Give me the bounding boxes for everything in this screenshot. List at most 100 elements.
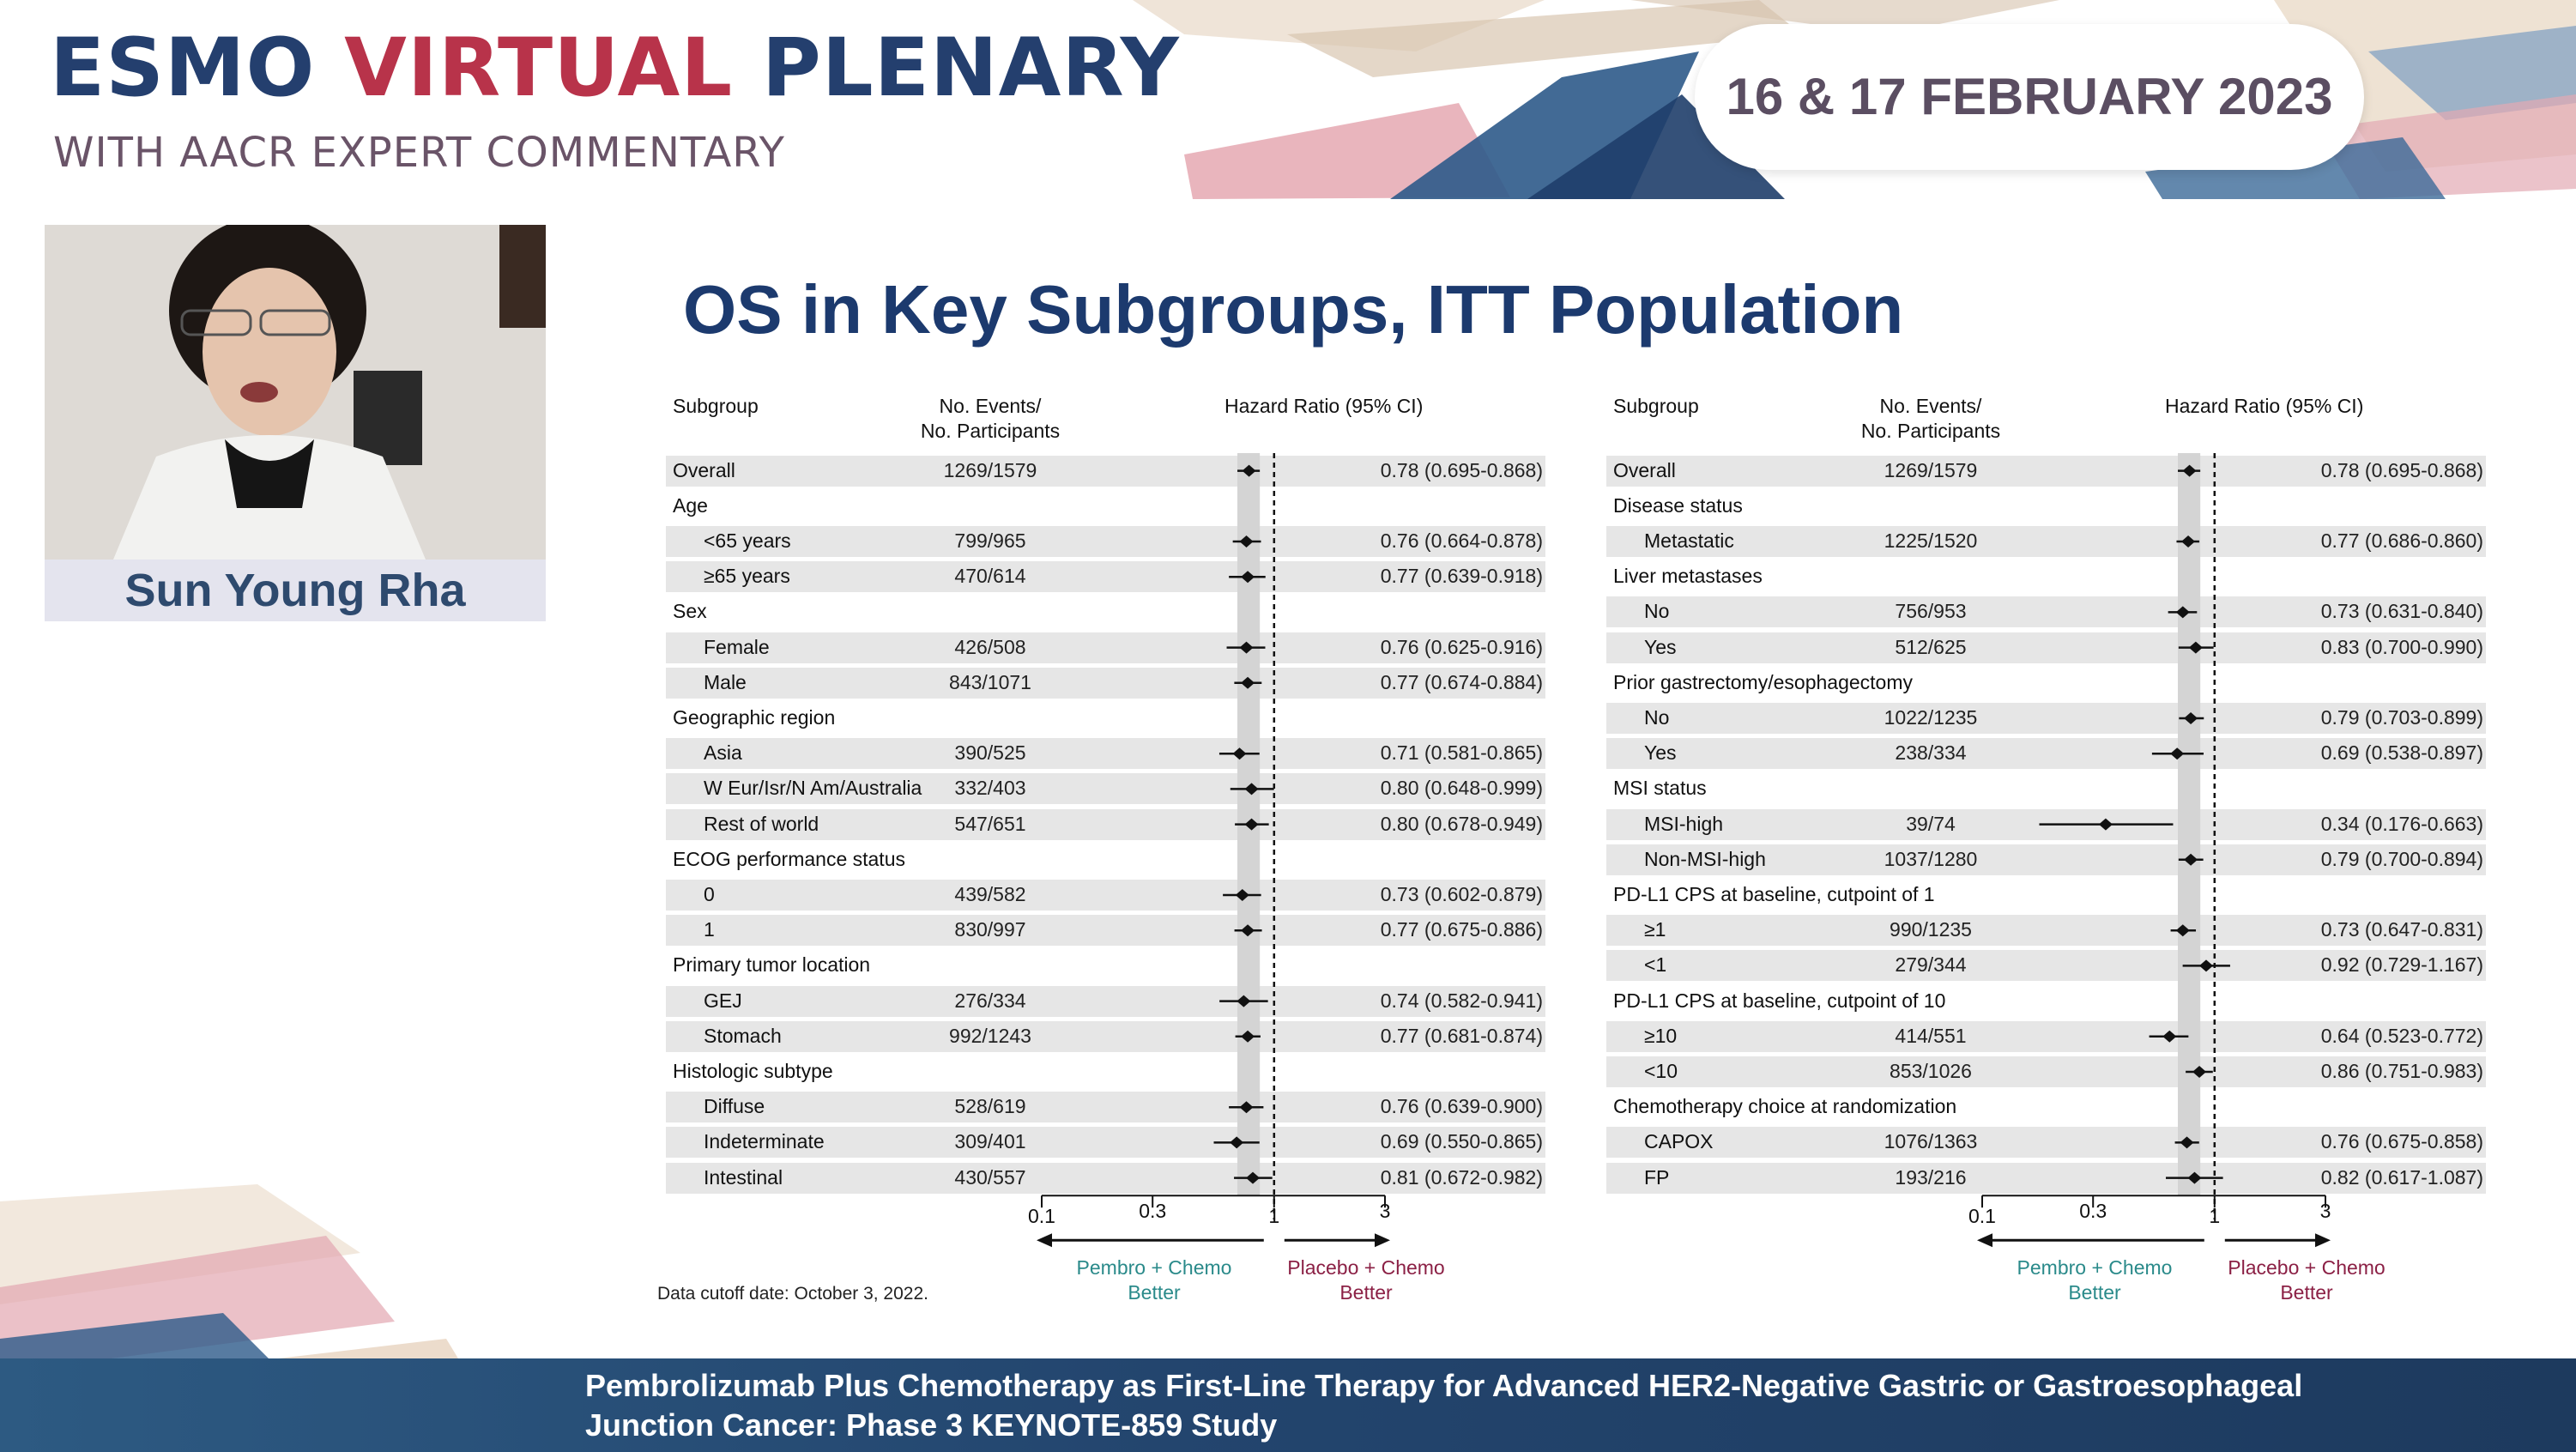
hazard-ratio-cell: 0.92 (0.729-1.167) xyxy=(2320,953,2483,977)
hazard-ratio-point xyxy=(2187,1171,2202,1184)
hazard-ratio-point xyxy=(1241,676,1255,689)
hazard-ratio-point xyxy=(2162,1030,2177,1043)
events-cell: 309/401 xyxy=(954,1130,1026,1153)
subgroup-label: Overall xyxy=(1613,458,1676,481)
hazard-ratio-cell: 0.74 (0.582-0.941) xyxy=(1380,989,1543,1012)
speaker-video xyxy=(45,225,546,560)
hazard-ratio-cell: 0.83 (0.700-0.990) xyxy=(2320,635,2483,658)
right-arrow-head xyxy=(2315,1233,2331,1248)
subgroup-header: Disease status xyxy=(1613,493,1743,517)
hazard-ratio-point xyxy=(1239,1101,1254,1114)
events-cell: 853/1026 xyxy=(1890,1060,1972,1082)
events-cell: 332/403 xyxy=(954,777,1026,800)
row-stripe xyxy=(1606,738,2486,770)
conference-title-part1: ESMO xyxy=(50,21,345,115)
forest-plot-left-svg: 0.1 0.3 1 3 xyxy=(1028,453,1390,1248)
subgroup-header: Primary tumor location xyxy=(673,953,871,977)
right-arrow-label-line1: Placebo + Chemo xyxy=(1287,1256,1445,1279)
hazard-ratio-cell: 0.69 (0.550-0.865) xyxy=(1380,1130,1543,1153)
hazard-ratio-point xyxy=(2175,924,2190,937)
hazard-ratio-cell: 0.77 (0.686-0.860) xyxy=(2320,529,2483,552)
subgroup-label: CAPOX xyxy=(1644,1130,1714,1153)
row-stripe xyxy=(1606,1020,2486,1052)
subgroup-header: PD-L1 CPS at baseline, cutpoint of 1 xyxy=(1613,883,1935,905)
subgroup-label: Stomach xyxy=(704,1024,782,1047)
events-cell: 1269/1579 xyxy=(943,458,1037,481)
row-stripe xyxy=(1606,526,2486,557)
events-cell: 470/614 xyxy=(954,565,1026,588)
row-stripe xyxy=(666,455,1545,487)
hazard-ratio-point xyxy=(1241,924,1255,937)
hazard-ratio-point xyxy=(1241,571,1255,584)
hazard-ratio-point xyxy=(2192,1066,2207,1078)
row-stripe xyxy=(1606,844,2486,875)
speaker-name-bar xyxy=(45,560,546,621)
subgroup-label: Intestinal xyxy=(704,1165,783,1189)
subgroup-header: Prior gastrectomy/esophagectomy xyxy=(1613,670,1913,693)
hazard-ratio-point xyxy=(1239,535,1254,548)
hazard-ratio-point xyxy=(1242,464,1256,477)
column-header-events-line2: No. Participants xyxy=(920,420,1061,442)
subgroup-header: MSI status xyxy=(1613,777,1707,800)
hazard-ratio-point xyxy=(2182,464,2197,477)
speaker-name: Sun Young Rha xyxy=(124,565,466,616)
row-stripe xyxy=(1606,596,2486,628)
column-header-events-line1: No. Events/ xyxy=(939,395,1042,417)
hazard-ratio-point xyxy=(2180,1136,2194,1149)
subgroup-label: Diffuse xyxy=(704,1095,765,1118)
row-stripe xyxy=(666,1162,1545,1194)
subgroup-label: 1 xyxy=(704,918,715,941)
hazard-ratio-cell: 0.86 (0.751-0.983) xyxy=(2320,1060,2483,1082)
events-cell: 830/997 xyxy=(954,918,1026,941)
forest-plot-right-svg: 0.1 0.3 1 3 xyxy=(1968,453,2331,1248)
hazard-ratio-cell: 0.34 (0.176-0.663) xyxy=(2320,812,2483,835)
subgroup-label: GEJ xyxy=(704,989,742,1012)
row-stripe xyxy=(666,880,1545,911)
hazard-ratio-point xyxy=(2175,606,2190,619)
hazard-ratio-cell: 0.73 (0.602-0.879) xyxy=(1380,883,1543,905)
column-header-events-line1: No. Events/ xyxy=(1879,395,1982,417)
events-cell: 1269/1579 xyxy=(1884,458,1978,481)
date-badge xyxy=(1695,24,2364,170)
events-cell: 799/965 xyxy=(954,529,1026,552)
slide-title: OS in Key Subgroups, ITT Population xyxy=(683,271,1904,348)
hazard-ratio-cell: 0.82 (0.617-1.087) xyxy=(2320,1165,2483,1189)
subgroup-label: ≥1 xyxy=(1644,918,1666,941)
hazard-ratio-cell: 0.77 (0.674-0.884) xyxy=(1380,670,1543,693)
right-arrow-head xyxy=(1375,1233,1390,1248)
subgroup-label: Metastatic xyxy=(1644,529,1734,552)
conference-title-part2: VIRTUAL xyxy=(344,21,734,115)
hazard-ratio-cell: 0.77 (0.681-0.874) xyxy=(1380,1024,1543,1047)
left-arrow-head xyxy=(1977,1233,1992,1248)
events-cell: 430/557 xyxy=(954,1165,1026,1189)
hazard-ratio-point xyxy=(1235,889,1249,901)
hazard-ratio-point xyxy=(2181,535,2196,548)
subgroup-label: ≥65 years xyxy=(704,565,790,588)
events-cell: 990/1235 xyxy=(1890,918,1972,941)
subgroup-label: FP xyxy=(1644,1165,1670,1189)
hazard-ratio-point xyxy=(2188,641,2203,654)
row-stripe xyxy=(666,1127,1545,1159)
hazard-ratio-cell: 0.69 (0.538-0.897) xyxy=(2320,741,2483,765)
hazard-ratio-cell: 0.77 (0.675-0.886) xyxy=(1380,918,1543,941)
row-stripe xyxy=(666,738,1545,770)
hazard-ratio-point xyxy=(1232,747,1247,760)
row-stripe xyxy=(666,561,1545,593)
events-cell: 528/619 xyxy=(954,1095,1026,1118)
events-cell: 1022/1235 xyxy=(1884,706,1978,729)
left-arrow-head xyxy=(1037,1233,1052,1248)
column-header-hazard-ratio: Hazard Ratio (95% CI) xyxy=(1225,395,1424,417)
hazard-ratio-cell: 0.81 (0.672-0.982) xyxy=(1380,1165,1543,1189)
row-stripe xyxy=(1606,1127,2486,1159)
events-cell: 843/1071 xyxy=(949,670,1031,693)
subgroup-label: <1 xyxy=(1644,953,1667,977)
hazard-ratio-point xyxy=(1244,818,1259,831)
right-arrow-label-line2: Better xyxy=(2280,1281,2333,1304)
hazard-ratio-cell: 0.80 (0.648-0.999) xyxy=(1380,777,1543,800)
overall-ci-band xyxy=(2178,453,2201,1196)
subgroup-header: ECOG performance status xyxy=(673,847,905,870)
subgroup-header: Histologic subtype xyxy=(673,1060,833,1082)
x-tick-label: 0.3 xyxy=(2079,1200,2107,1222)
left-arrow-label-line1: Pembro + Chemo xyxy=(1076,1256,1232,1279)
column-header-events-line2: No. Participants xyxy=(1860,420,2001,442)
